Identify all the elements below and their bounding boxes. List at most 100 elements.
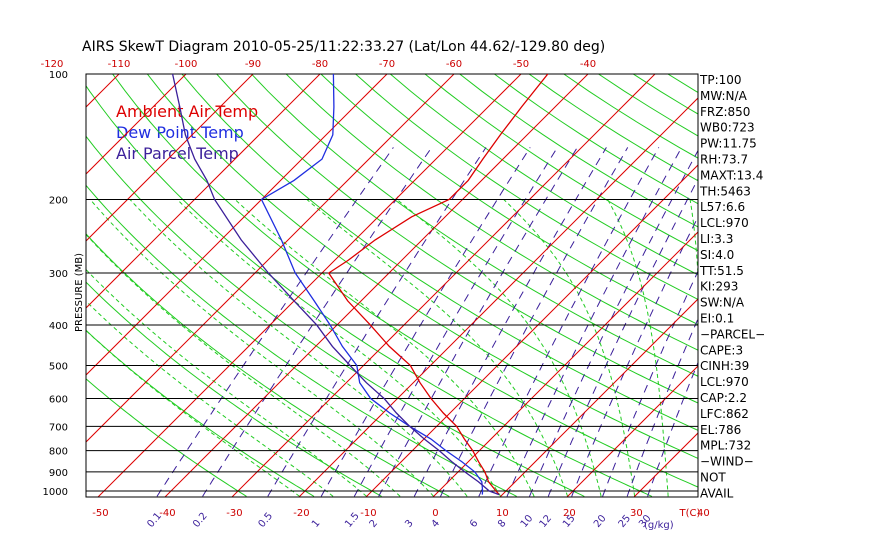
- moist-adiabat: [86, 329, 300, 497]
- profile-air-parcel-temp: [171, 74, 500, 496]
- pressure-tick-label: 100: [49, 70, 68, 81]
- index-item: TT:51.5: [699, 264, 744, 278]
- moist-adiabat: [176, 199, 502, 497]
- index-item: NOT: [700, 471, 726, 485]
- isotherm: [365, 164, 698, 497]
- index-item: MW:N/A: [700, 89, 748, 103]
- mixing-ratio-line: [602, 270, 698, 497]
- mixing-ratio-line: [529, 149, 698, 497]
- mixing-ratio-line: [440, 147, 629, 497]
- mixing-ratio-line: [478, 147, 660, 497]
- profile-ambient-air-temp: [327, 74, 549, 496]
- moist-adiabat: [396, 199, 602, 497]
- isotherm: [86, 74, 321, 309]
- pressure-tick-label: 600: [49, 394, 68, 405]
- top-axis-tick: -50: [513, 59, 529, 70]
- isotherm: [566, 365, 698, 497]
- isotherm: [231, 74, 656, 497]
- index-item: −PARCEL−: [700, 327, 765, 341]
- index-item: MAXT:13.4: [700, 168, 763, 182]
- moist-adiabat: [129, 199, 468, 497]
- legend-ambient-air-temp: Ambient Air Temp: [116, 102, 258, 121]
- bottom-axis-tick: -20: [293, 508, 309, 519]
- isotherm: [432, 231, 698, 497]
- dry-adiabat: [285, 74, 698, 351]
- top-axis-tick: -40: [580, 59, 596, 70]
- legend-air-parcel-temp: Air Parcel Temp: [116, 144, 239, 163]
- index-item: LI:3.3: [700, 232, 733, 246]
- dry-adiabat: [112, 74, 698, 488]
- isotherm: [499, 298, 698, 497]
- pressure-tick-label: 200: [49, 196, 68, 207]
- mixing-ratio-label: 1: [310, 518, 323, 530]
- mixing-ratio-line: [353, 147, 558, 497]
- index-item: −WIND−: [700, 455, 754, 469]
- mixing-ratio-line: [320, 147, 531, 497]
- y-axis-title: PRESSURE (MB): [74, 253, 85, 332]
- isotherm: [298, 97, 698, 497]
- mixing-ratio-line: [267, 147, 487, 497]
- bottom-axis-tick: 40: [697, 508, 710, 519]
- isotherm: [97, 74, 522, 497]
- pressure-tick-label: 900: [49, 468, 68, 479]
- top-axis-tick: -60: [446, 59, 462, 70]
- mixing-ratio-label: 8: [496, 518, 509, 530]
- index-item: SW:N/A: [700, 296, 745, 310]
- index-item: PW:11.75: [700, 137, 757, 151]
- dry-adiabat: [146, 74, 698, 459]
- mixing-ratio-label: 3: [403, 518, 416, 530]
- mixing-ratio-line: [571, 215, 698, 497]
- top-axis-tick: -110: [108, 59, 131, 70]
- index-item: L57:6.6: [700, 200, 745, 214]
- top-axis-tick: -100: [175, 59, 198, 70]
- isotherm: [86, 74, 455, 443]
- chart-title: AIRS SkewT Diagram 2010-05-25/11:22:33.2…: [82, 39, 605, 55]
- index-item: LCL:970: [700, 375, 749, 389]
- dry-adiabat: [251, 74, 698, 377]
- isotherm: [86, 74, 254, 242]
- index-item: EI:0.1: [700, 312, 734, 326]
- legend-dew-point-temp: Dew Point Temp: [116, 123, 244, 142]
- mixing-ratio-line: [547, 177, 698, 497]
- pressure-tick-label: 800: [49, 447, 68, 458]
- dry-adiabat: [320, 74, 698, 326]
- index-item: KI:293: [700, 280, 738, 294]
- index-item: WB0:723: [700, 121, 755, 135]
- moist-adiabat: [86, 233, 401, 497]
- top-axis-tick: -80: [312, 59, 328, 70]
- mixing-ratio-line: [413, 147, 607, 497]
- index-item: AVAIL: [700, 486, 734, 500]
- index-item: TH:5463: [699, 184, 751, 198]
- top-axis-tick: -90: [245, 59, 261, 70]
- index-item: MPL:732: [700, 439, 751, 453]
- bottom-axis-tick: -30: [226, 508, 242, 519]
- pressure-tick-label: 500: [49, 361, 68, 372]
- bottom-axis-tick: 0: [432, 508, 438, 519]
- dry-adiabat: [216, 74, 698, 404]
- pressure-tick-label: 300: [49, 269, 68, 280]
- mixing-ratio-line: [506, 147, 683, 497]
- pressure-tick-label: 1000: [43, 487, 68, 498]
- mixing-ratio-unit: (g/kg): [644, 520, 674, 531]
- bottom-axis-unit: T(C): [679, 508, 701, 519]
- index-item: CAPE:3: [700, 343, 743, 357]
- profile-dew-point-temp: [260, 74, 484, 495]
- dry-adiabat: [389, 74, 698, 276]
- bottom-axis-tick: -50: [92, 508, 108, 519]
- dry-adiabat: [86, 281, 382, 497]
- dry-adiabat: [424, 74, 698, 252]
- dry-adiabat: [86, 84, 653, 497]
- stability-index-list: TP:100 MW:N/A FRZ:850 WB0:723 PW:11.75 RH:73.…: [699, 73, 765, 500]
- index-item: TP:100: [699, 73, 742, 87]
- bottom-axis-tick: 20: [563, 508, 576, 519]
- dry-adiabat: [86, 135, 585, 497]
- pressure-tick-label: 700: [49, 422, 68, 433]
- bottom-axis-tick: 10: [496, 508, 509, 519]
- index-item: CINH:39: [700, 359, 749, 373]
- mixing-ratio-line: [378, 147, 578, 497]
- plot-frame: [85, 73, 699, 498]
- bottom-axis-tick: -40: [159, 508, 175, 519]
- dry-adiabat: [86, 329, 315, 497]
